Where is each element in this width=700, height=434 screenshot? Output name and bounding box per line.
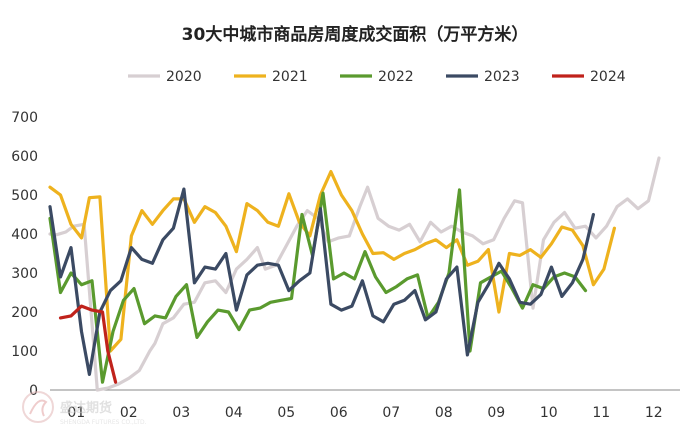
x-tick-label: 08 bbox=[435, 405, 453, 421]
chart-title: 30大中城市商品房周度成交面积（万平方米） bbox=[182, 24, 529, 45]
y-tick-label: 100 bbox=[11, 344, 38, 360]
x-tick-label: 04 bbox=[225, 405, 243, 421]
legend-label: 2023 bbox=[484, 69, 520, 85]
y-tick-label: 500 bbox=[11, 188, 38, 204]
x-axis: 01 02 03 04 05 06 07 08 09 10 11 12 bbox=[50, 389, 680, 421]
x-tick-label: 09 bbox=[487, 405, 505, 421]
x-tick-label: 03 bbox=[172, 405, 190, 421]
svg-text:盛达期货: 盛达期货 bbox=[60, 400, 112, 416]
x-tick-label: 01 bbox=[67, 405, 85, 421]
legend-label: 2020 bbox=[166, 69, 202, 85]
x-tick-label: 11 bbox=[592, 405, 610, 421]
company-logo: 盛达期货 SHENGDA FUTURES CO.,LTD. bbox=[22, 391, 147, 426]
series-line-2023 bbox=[48, 187, 595, 376]
svg-text:SHENGDA FUTURES CO.,LTD.: SHENGDA FUTURES CO.,LTD. bbox=[60, 419, 147, 426]
series-line-2020 bbox=[48, 156, 661, 392]
series-line-2021 bbox=[48, 170, 616, 353]
y-tick-label: 0 bbox=[29, 383, 38, 399]
y-tick-label: 400 bbox=[11, 227, 38, 243]
legend: 2020 2021 2022 2023 2024 bbox=[128, 69, 626, 85]
y-tick-label: 600 bbox=[11, 149, 38, 165]
x-tick-label: 10 bbox=[540, 405, 558, 421]
x-tick-label: 06 bbox=[330, 405, 348, 421]
x-tick-label: 02 bbox=[120, 405, 138, 421]
x-tick-label: 12 bbox=[645, 405, 663, 421]
series-group bbox=[48, 156, 661, 392]
y-tick-label: 700 bbox=[11, 110, 38, 126]
y-tick-label: 200 bbox=[11, 305, 38, 321]
x-tick-label: 05 bbox=[277, 405, 295, 421]
series-line-2024 bbox=[58, 304, 118, 384]
x-tick-label: 07 bbox=[382, 405, 400, 421]
legend-label: 2022 bbox=[378, 69, 414, 85]
y-axis: 0 100 200 300 400 500 600 700 bbox=[11, 110, 38, 399]
legend-label: 2021 bbox=[272, 69, 308, 85]
y-tick-label: 300 bbox=[11, 266, 38, 282]
legend-label: 2024 bbox=[590, 69, 626, 85]
